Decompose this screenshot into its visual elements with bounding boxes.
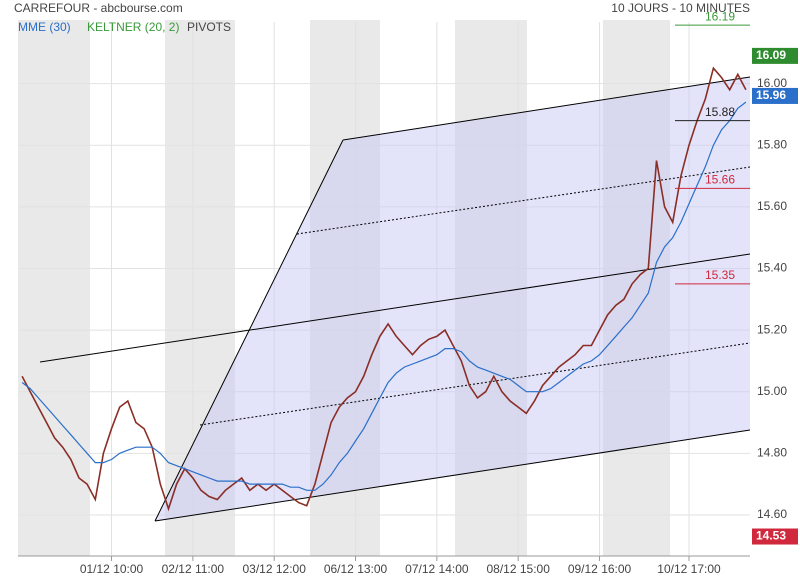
- y-tick-label: 15.60: [757, 199, 787, 213]
- legend-item: MME (30): [18, 20, 71, 34]
- x-tick-label: 02/12 11:00: [162, 562, 225, 576]
- x-tick-label: 09/12 16:00: [568, 562, 632, 576]
- x-tick-label: 10/12 17:00: [657, 562, 721, 576]
- y-tick-label: 15.20: [757, 322, 787, 336]
- y-tick-label: 14.60: [757, 507, 787, 521]
- x-tick-label: 08/12 15:00: [486, 562, 550, 576]
- price-tag-label: 14.53: [756, 529, 786, 543]
- x-tick-label: 03/12 12:00: [242, 562, 306, 576]
- legend-item: PIVOTS: [187, 20, 231, 34]
- price-tag: [752, 47, 798, 64]
- pitchfork-quarter: [296, 166, 751, 235]
- session-band: [18, 20, 90, 556]
- price-tag-label: 15.96: [756, 88, 786, 102]
- price-tag: [752, 528, 798, 545]
- pitchfork-quarter: [199, 342, 751, 426]
- pivot-label: 16.19: [705, 9, 735, 23]
- pivot-label: 15.88: [705, 105, 735, 119]
- price-tag-label: 16.09: [756, 48, 786, 62]
- x-tick-label: 06/12 13:00: [324, 562, 388, 576]
- y-tick-label: 15.80: [757, 137, 787, 151]
- price-tag: [752, 87, 798, 104]
- price-line: [21, 66, 747, 512]
- chart-title: CARREFOUR - abcbourse.com: [14, 1, 183, 15]
- pitchfork-lower: [154, 429, 751, 522]
- x-tick-label: 01/12 10:00: [80, 562, 144, 576]
- price-line: [21, 101, 747, 491]
- y-tick-label: 15.40: [757, 261, 787, 275]
- pitchfork-median: [39, 253, 751, 363]
- pivot-label: 15.35: [705, 268, 735, 282]
- x-tick-label: 07/12 14:00: [405, 562, 469, 576]
- y-tick-label: 15.00: [757, 384, 787, 398]
- pitchfork-upper: [342, 76, 751, 141]
- pivot-label: 15.66: [705, 173, 735, 187]
- y-tick-label: 14.80: [757, 446, 787, 460]
- y-tick-label: 16.00: [757, 76, 787, 90]
- chart-subtitle: 10 JOURS - 10 MINUTES: [611, 1, 750, 15]
- legend-item: KELTNER (20, 2): [87, 20, 179, 34]
